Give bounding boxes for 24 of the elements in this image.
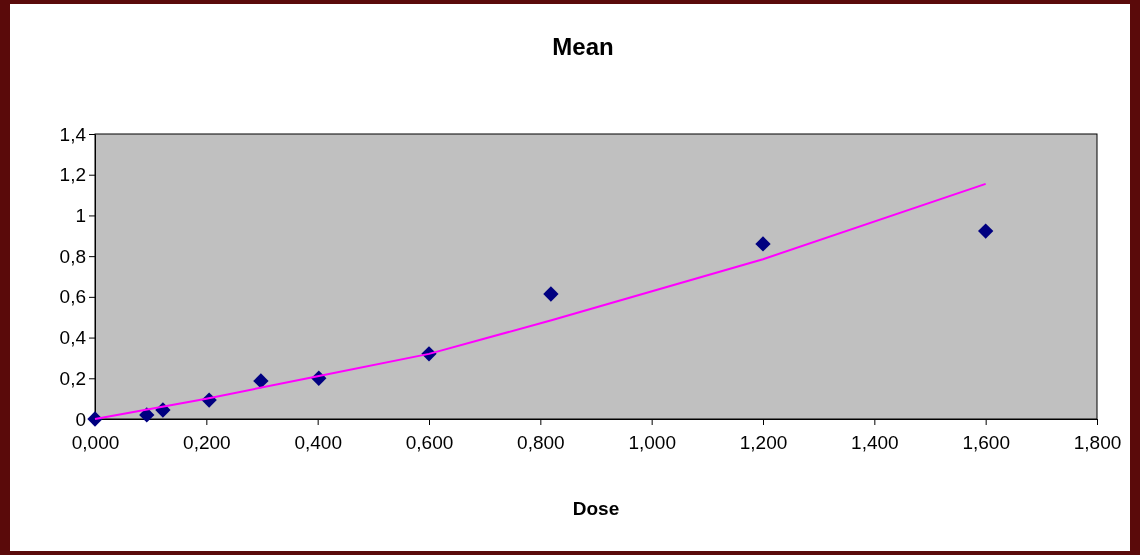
y-tick-label: 0,8 (59, 245, 86, 267)
x-axis-title: Dose (572, 498, 620, 519)
x-tick-label: 1,000 (628, 431, 676, 453)
x-tick-label: 0,000 (71, 431, 120, 453)
y-tick-label: 0,6 (59, 286, 86, 308)
x-tick-label: 1,200 (739, 431, 788, 453)
x-tick-label: 0,200 (183, 431, 231, 453)
point (755, 236, 771, 252)
point (253, 373, 269, 389)
x-tick-label: 1,800 (1073, 431, 1122, 453)
y-tick-label: 1,2 (59, 164, 86, 186)
y-tick-label: 1,4 (59, 123, 87, 145)
x-tick-label: 0,400 (294, 431, 342, 453)
y-tick-label: 0,4 (59, 327, 87, 349)
x-tick-label: 0,600 (405, 431, 454, 453)
point (543, 286, 559, 302)
x-tick-label: 1,600 (962, 431, 1010, 453)
point (978, 223, 994, 239)
x-tick-label: 1,400 (851, 431, 899, 453)
x-tick-label: 0,800 (517, 431, 565, 453)
chart-title: Mean (552, 33, 614, 60)
y-tick-label: 1 (75, 205, 86, 227)
y-tick-label: 0 (75, 408, 86, 430)
y-tick-label: 0,2 (59, 367, 86, 389)
